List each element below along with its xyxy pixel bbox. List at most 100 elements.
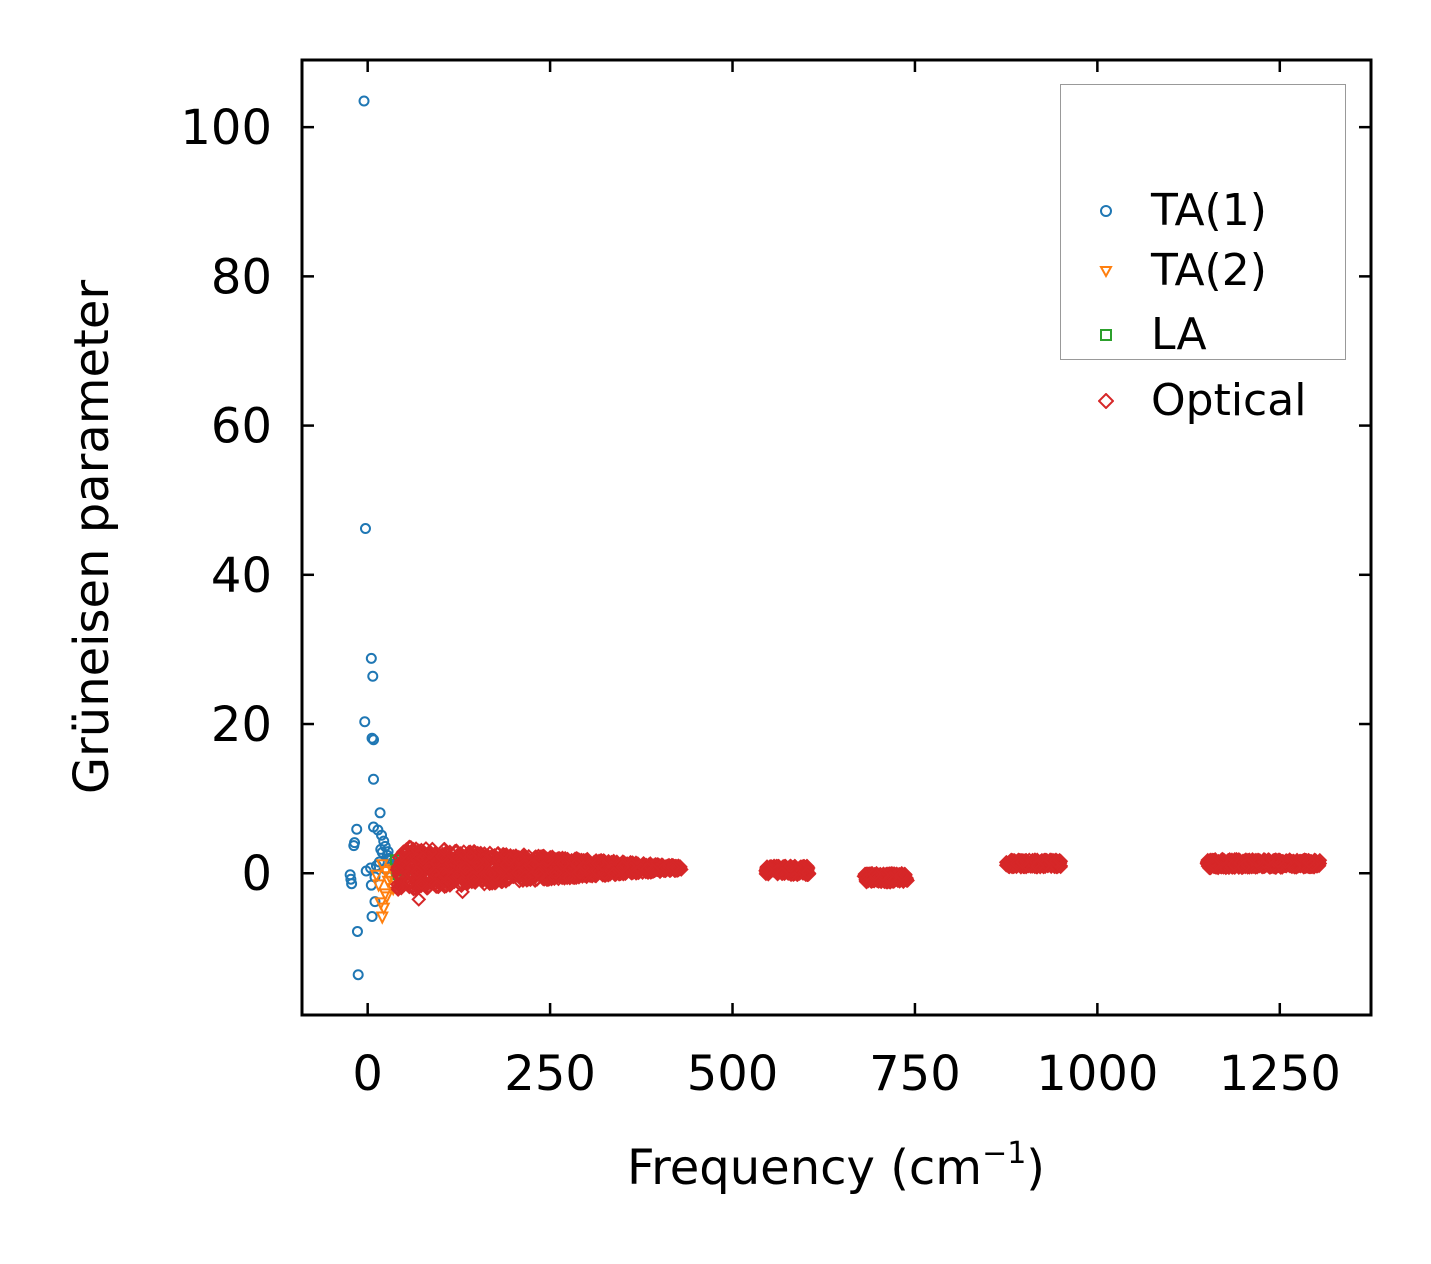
optical-point — [1048, 854, 1064, 869]
optical-point — [555, 856, 571, 872]
optical-point — [1267, 853, 1282, 869]
optical-point — [759, 862, 775, 878]
optical-point — [421, 860, 437, 876]
plot-points — [344, 95, 1328, 981]
optical-point — [1287, 859, 1302, 875]
optical-point — [389, 877, 405, 892]
optical-point — [614, 856, 630, 872]
optical-point — [1039, 852, 1055, 868]
optical-point — [1277, 854, 1293, 870]
ta-1-point — [374, 807, 386, 819]
optical-point — [1020, 858, 1036, 874]
ta-1-point — [359, 523, 371, 535]
optical-point — [411, 891, 427, 907]
optical-point — [511, 852, 527, 868]
optical-point — [409, 865, 425, 880]
optical-point — [501, 852, 517, 868]
optical-point — [1052, 852, 1068, 868]
optical-point — [458, 860, 473, 876]
optical-point — [669, 860, 685, 876]
ta-1-point — [365, 652, 377, 664]
legend-item-ta2: TA(2) — [1061, 245, 1267, 296]
optical-point — [800, 865, 816, 880]
x-axis-label-close: ) — [1026, 1140, 1046, 1196]
optical-point — [494, 863, 510, 879]
ta-1-point — [359, 716, 371, 728]
optical-point — [429, 879, 445, 895]
optical-point — [894, 867, 910, 883]
y-tick-label: 0 — [241, 846, 272, 902]
optical-point — [1226, 857, 1242, 872]
optical-point — [774, 866, 790, 882]
optical-point — [897, 866, 913, 882]
optical-point — [482, 868, 498, 884]
optical-point — [615, 859, 631, 875]
optical-point — [511, 850, 527, 866]
optical-point — [465, 870, 481, 885]
ta-2-point — [369, 869, 384, 883]
optical-point — [462, 844, 478, 860]
ta-1-point — [375, 843, 387, 855]
x-axis-label: Frequency (cm−1) — [627, 1136, 1046, 1196]
x-axis-label-superscript: −1 — [982, 1136, 1027, 1171]
optical-point — [517, 870, 533, 886]
ta-1-point — [369, 896, 381, 908]
optical-point — [628, 862, 644, 878]
optical-point — [1301, 854, 1317, 869]
optical-point — [413, 875, 429, 891]
x-axis: 0 250 500 750 1000 1250 — [352, 60, 1341, 1102]
optical-point — [455, 884, 470, 900]
y-axis-label: Grüneisen parameter — [64, 279, 120, 795]
optical-point — [445, 847, 461, 863]
optical-point — [883, 873, 899, 889]
optical-point — [1009, 855, 1025, 871]
circle-marker-icon — [1061, 204, 1151, 218]
ta-2-point — [375, 911, 389, 925]
optical-point — [462, 849, 478, 865]
ta-2-point — [374, 897, 388, 911]
ta-1-point — [366, 911, 378, 923]
optical-point — [530, 863, 546, 879]
optical-point — [783, 858, 798, 874]
square-marker-icon — [1061, 328, 1151, 342]
legend-item-ta1: TA(1) — [1061, 189, 1267, 233]
x-tick-label: 500 — [687, 1046, 779, 1102]
legend-label: TA(2) — [1151, 245, 1267, 296]
ta-1-point — [346, 878, 358, 890]
optical-point — [1214, 851, 1230, 867]
optical-point — [482, 866, 498, 882]
optical-point — [645, 863, 661, 879]
ta-2-point — [371, 879, 386, 893]
legend-label: Optical — [1151, 375, 1307, 426]
y-tick-label: 20 — [211, 697, 272, 753]
x-tick-label: 750 — [869, 1046, 961, 1102]
triangle-down-marker-icon — [1061, 264, 1151, 278]
optical-point — [510, 864, 526, 880]
y-tick-label: 100 — [180, 100, 272, 156]
optical-point — [1206, 857, 1222, 873]
optical-point — [480, 854, 496, 870]
optical-point — [440, 876, 456, 891]
ta-1-point — [348, 840, 360, 852]
optical-point — [443, 874, 458, 890]
legend: TA(1) TA(2) LA Optical — [1060, 84, 1346, 423]
ta-2-point — [379, 866, 393, 880]
ta-1-point — [351, 823, 363, 835]
optical-point — [562, 870, 578, 886]
ta-1-point — [351, 925, 363, 937]
plot-frame — [300, 58, 1373, 1017]
x-tick-label: 0 — [352, 1046, 383, 1102]
ta-1-point — [368, 734, 380, 746]
ta-2-point — [375, 859, 389, 873]
ta-1-point — [352, 969, 364, 981]
optical-point — [606, 866, 622, 881]
optical-point — [548, 865, 564, 881]
y-tick-label: 40 — [211, 548, 272, 604]
optical-point — [454, 875, 469, 891]
optical-point — [867, 866, 882, 882]
optical-point — [647, 863, 663, 879]
optical-point — [1250, 852, 1266, 868]
optical-point — [396, 844, 412, 860]
optical-point — [572, 865, 588, 881]
